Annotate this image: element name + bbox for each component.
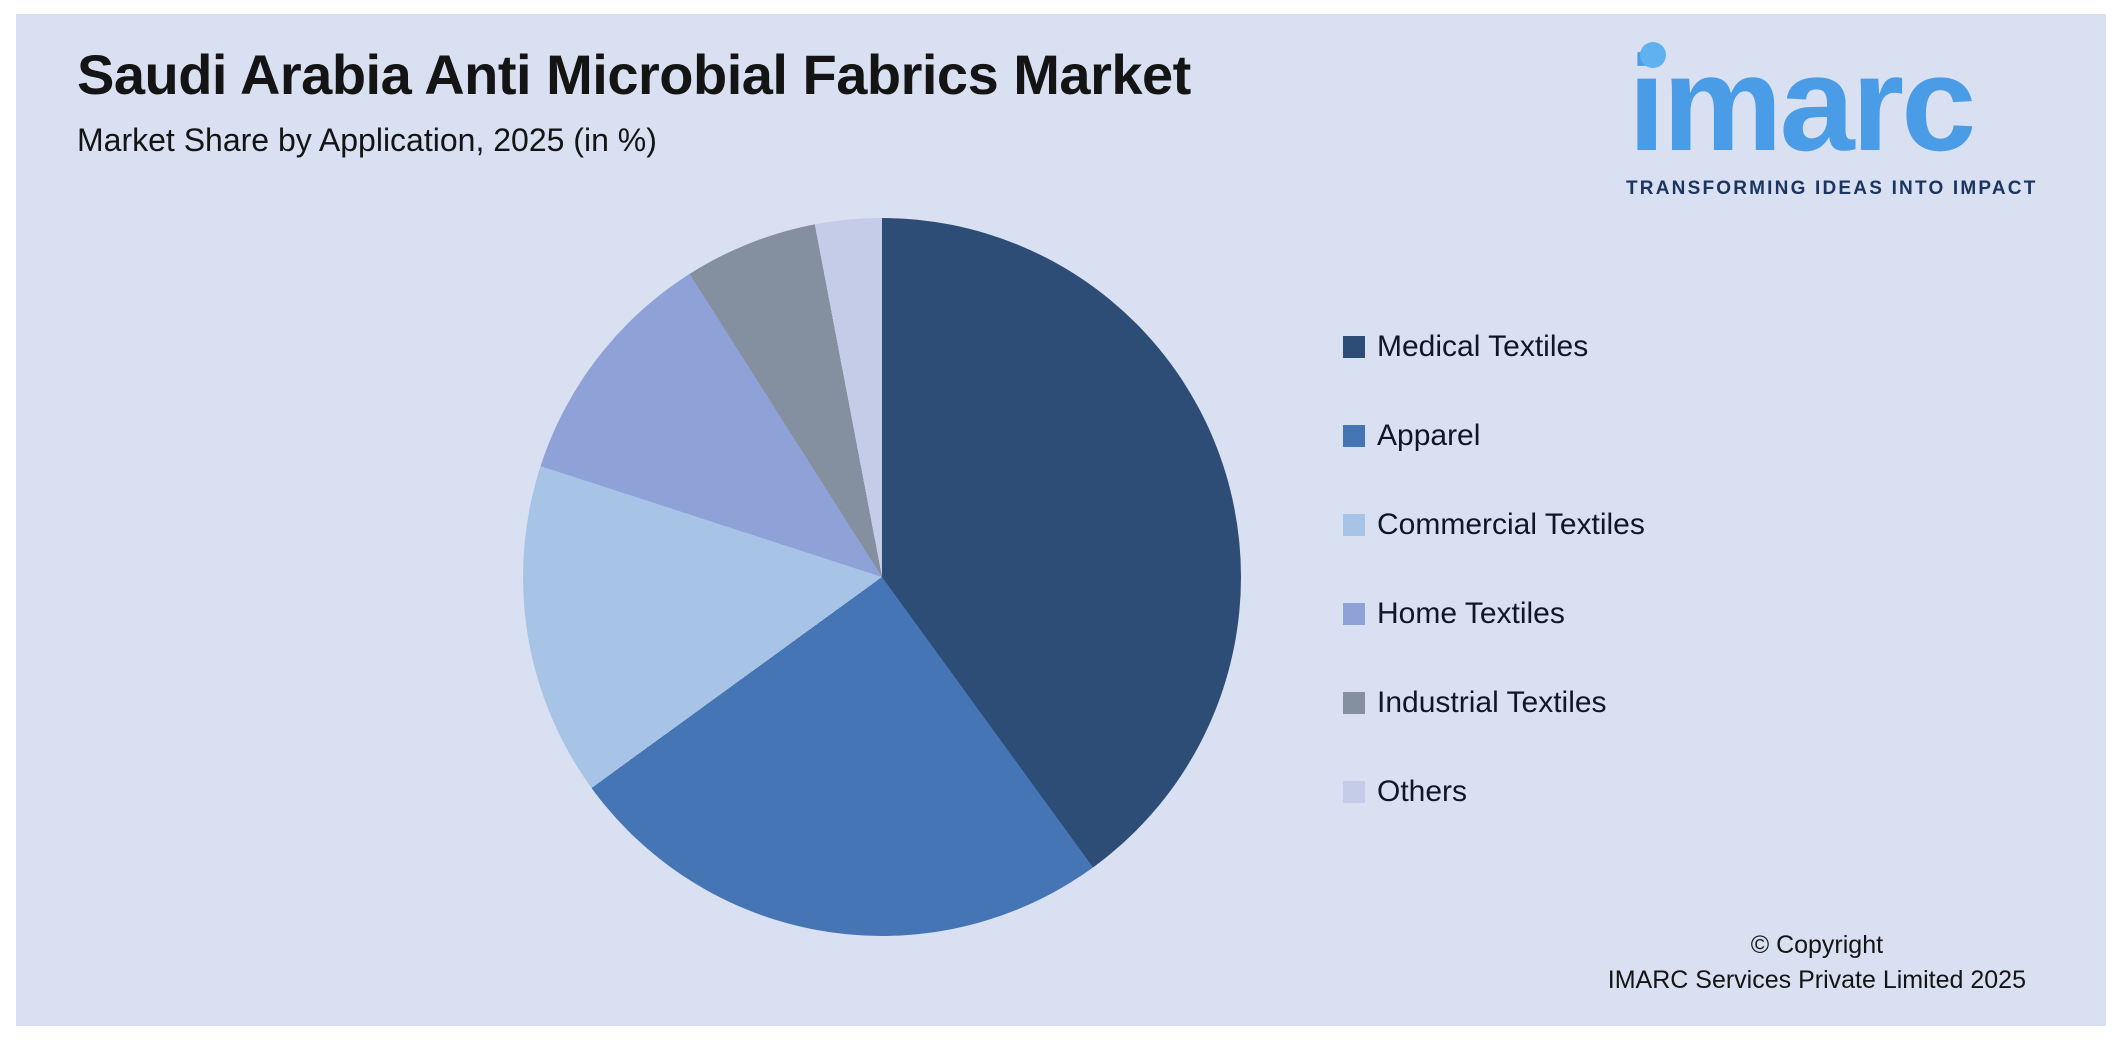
legend-item-commercial-textiles: Commercial Textiles — [1343, 507, 1645, 541]
imarc-logo-dot-icon — [1640, 42, 1666, 68]
copyright-notice: © Copyright IMARC Services Private Limit… — [1608, 928, 2026, 998]
legend-marker-icon — [1343, 780, 1365, 803]
legend-label: Medical Textiles — [1377, 329, 1589, 363]
copyright-line1: © Copyright — [1750, 931, 1884, 959]
legend-label: Commercial Textiles — [1377, 507, 1645, 541]
legend-label: Industrial Textiles — [1377, 685, 1607, 719]
chart-legend: Medical Textiles Apparel Commercial Text… — [1343, 329, 1645, 808]
pie-chart — [523, 218, 1241, 936]
imarc-logo-tagline: TRANSFORMING IDEAS INTO IMPACT — [1626, 178, 2038, 200]
legend-marker-icon — [1343, 691, 1365, 714]
chart-canvas: Saudi Arabia Anti Microbial Fabrics Mark… — [16, 14, 2106, 1026]
page-subtitle: Market Share by Application, 2025 (in %) — [77, 122, 657, 158]
page-title: Saudi Arabia Anti Microbial Fabrics Mark… — [77, 43, 1191, 106]
legend-item-apparel: Apparel — [1343, 418, 1645, 452]
imarc-logo: imarc TRANSFORMING IDEAS INTO IMPACT — [1626, 28, 2046, 200]
legend-marker-icon — [1343, 335, 1365, 358]
legend-marker-icon — [1343, 513, 1365, 536]
legend-label: Others — [1377, 774, 1468, 808]
legend-item-home-textiles: Home Textiles — [1343, 596, 1645, 630]
legend-marker-icon — [1343, 424, 1365, 447]
imarc-logo-text: imarc — [1628, 28, 1976, 179]
legend-item-industrial-textiles: Industrial Textiles — [1343, 685, 1645, 719]
legend-marker-icon — [1343, 602, 1365, 625]
legend-item-others: Others — [1343, 774, 1645, 808]
copyright-line2: IMARC Services Private Limited 2025 — [1607, 966, 2026, 994]
legend-item-medical-textiles: Medical Textiles — [1343, 329, 1645, 363]
legend-label: Home Textiles — [1377, 596, 1565, 630]
legend-label: Apparel — [1377, 418, 1481, 452]
